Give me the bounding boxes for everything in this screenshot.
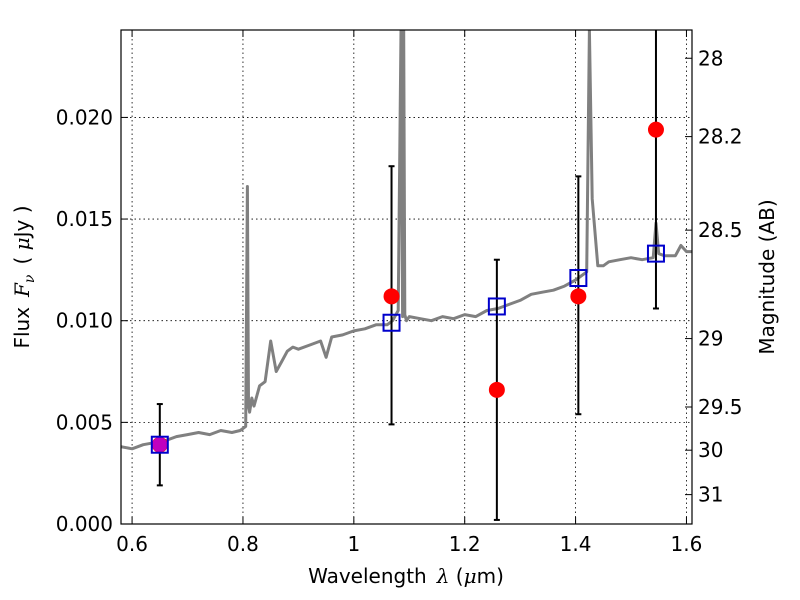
observed-point bbox=[488, 381, 505, 398]
y2-tick-label: 28.2 bbox=[698, 125, 743, 149]
y2-tick-label: 31 bbox=[698, 483, 723, 507]
x-tick-label: 0.8 bbox=[227, 532, 259, 556]
y-tick-label: 0.005 bbox=[56, 410, 113, 434]
model-photometry-point bbox=[646, 244, 665, 263]
y-axis-label: FluxFν( μJy ) bbox=[10, 205, 38, 348]
data-points bbox=[150, 121, 665, 454]
x-tick-label: 0.6 bbox=[116, 532, 148, 556]
x-tick-label: 1.4 bbox=[560, 532, 592, 556]
observed-point bbox=[570, 288, 587, 305]
y2-tick-label: 29 bbox=[698, 327, 723, 351]
y2-tick-label: 28 bbox=[698, 46, 723, 70]
grid bbox=[121, 30, 692, 525]
y2-tick-label: 28.5 bbox=[698, 218, 743, 242]
y-tick-label: 0.000 bbox=[56, 512, 113, 536]
y-tick-label: 0.010 bbox=[56, 309, 113, 333]
observed-point bbox=[383, 288, 400, 305]
model-spectrum-line bbox=[121, 30, 692, 451]
y-tick-label: 0.015 bbox=[56, 207, 113, 231]
model-photometry-point bbox=[569, 269, 588, 288]
y-tick-label: 0.020 bbox=[56, 105, 113, 129]
axis-ticks: 0.6 0.8 1 1.2 1.4 1.6 0.000 0.005 0.010 0.015 0.02… bbox=[56, 30, 743, 556]
y2-tick-label: 29.5 bbox=[698, 395, 743, 419]
model-photometry-point bbox=[150, 435, 169, 454]
x-tick-label: 1 bbox=[347, 532, 360, 556]
plot-frame bbox=[120, 29, 693, 525]
y2-tick-label: 30 bbox=[698, 438, 723, 462]
model-photometry-point bbox=[487, 297, 506, 316]
x-tick-label: 1.6 bbox=[671, 532, 703, 556]
overlap-point bbox=[152, 437, 168, 453]
observed-point bbox=[647, 121, 664, 138]
x-tick-label: 1.2 bbox=[449, 532, 481, 556]
model-spectrum bbox=[121, 30, 692, 451]
model-photometry-point bbox=[382, 313, 401, 332]
y2-axis-label: Magnitude (AB) bbox=[755, 199, 779, 354]
x-axis-label: Wavelength λ (μm) bbox=[308, 564, 504, 588]
